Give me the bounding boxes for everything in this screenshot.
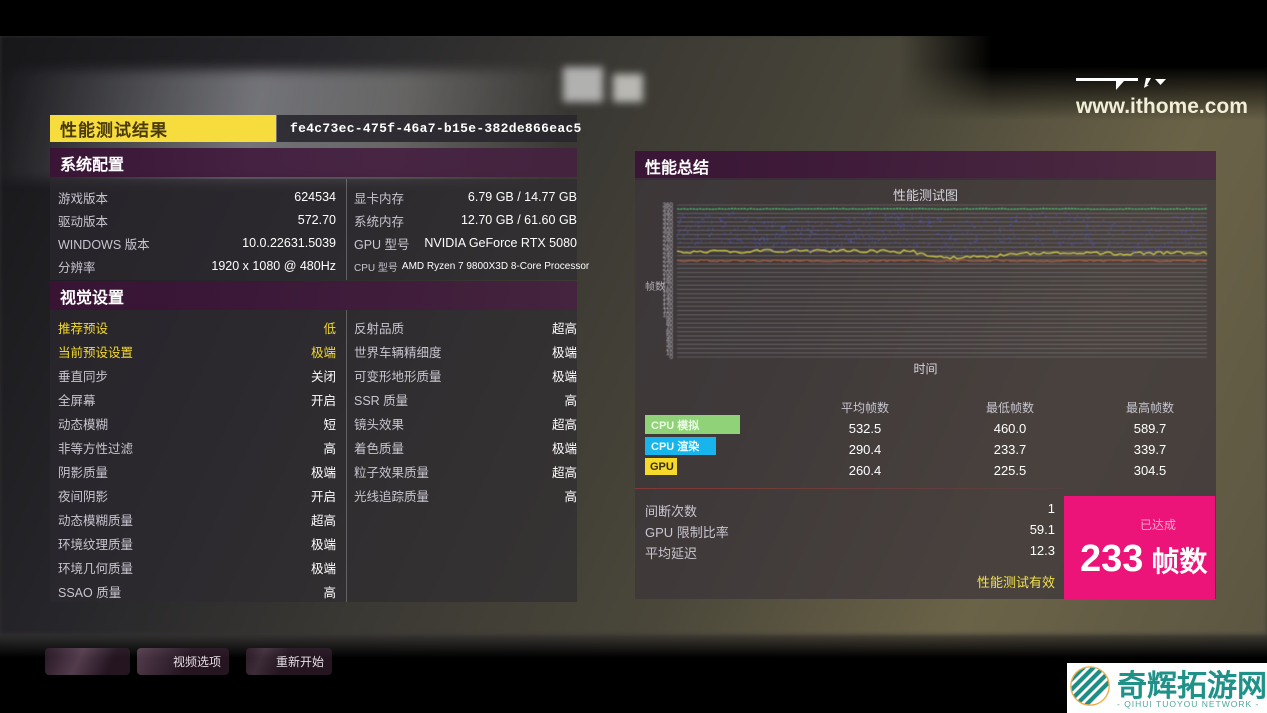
svg-text:0: 0 — [670, 354, 674, 361]
svg-text:- QIHUI TUOYOU NETWORK -: - QIHUI TUOYOU NETWORK - — [1117, 699, 1259, 709]
